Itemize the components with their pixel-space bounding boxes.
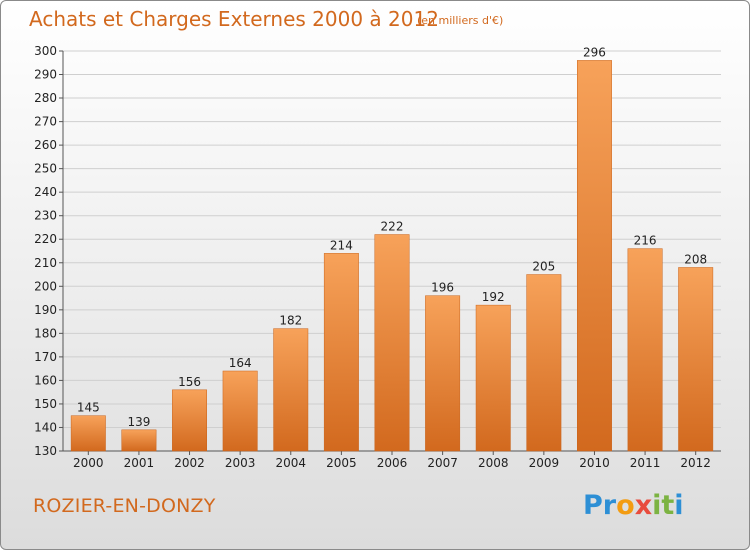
y-tick-label: 200 bbox=[34, 279, 57, 293]
bar-2006 bbox=[374, 234, 410, 452]
x-tick-label: 2002 bbox=[174, 456, 205, 470]
value-label: 222 bbox=[381, 220, 404, 234]
x-tick-label: 2009 bbox=[529, 456, 560, 470]
labels: 130 140 150 160 170 180 190 200 210 220 230 240 250 2… bbox=[34, 44, 711, 470]
bar-2000 bbox=[70, 415, 106, 452]
value-label: 139 bbox=[127, 415, 150, 429]
value-label: 205 bbox=[532, 260, 555, 274]
y-tick-label: 130 bbox=[34, 444, 57, 458]
y-tick-label: 190 bbox=[34, 303, 57, 317]
bar-2010 bbox=[577, 60, 612, 452]
x-tick-label: 2012 bbox=[680, 456, 711, 470]
y-tick-label: 140 bbox=[34, 420, 57, 434]
y-tick-label: 250 bbox=[34, 162, 57, 176]
x-tick-label: 2011 bbox=[630, 456, 661, 470]
bar-2007 bbox=[425, 295, 461, 452]
value-label: 296 bbox=[583, 45, 606, 59]
value-label: 208 bbox=[684, 252, 707, 266]
x-tick-label: 2006 bbox=[377, 456, 408, 470]
y-tick-label: 260 bbox=[34, 138, 57, 152]
y-tick-label: 210 bbox=[34, 256, 57, 270]
x-tick-label: 2000 bbox=[73, 456, 104, 470]
bar-2002 bbox=[172, 389, 207, 452]
bar-2008 bbox=[475, 304, 511, 452]
proxiti-logo: Proxiti bbox=[583, 490, 684, 521]
bar-2003 bbox=[222, 370, 258, 452]
logo-letter-5: t bbox=[661, 490, 675, 521]
y-tick-label: 230 bbox=[34, 209, 57, 223]
bar-2009 bbox=[526, 274, 562, 452]
y-tick-label: 300 bbox=[34, 44, 57, 58]
value-label: 196 bbox=[431, 281, 454, 295]
y-tick-label: 220 bbox=[34, 232, 57, 246]
y-tick-label: 150 bbox=[34, 397, 57, 411]
bars bbox=[70, 60, 714, 452]
x-tick-label: 2010 bbox=[579, 456, 610, 470]
y-tick-label: 160 bbox=[34, 373, 57, 387]
x-tick-label: 2003 bbox=[225, 456, 256, 470]
logo-letter-6: i bbox=[674, 490, 684, 521]
chart-title: Achats et Charges Externes 2000 à 2012 bbox=[29, 7, 439, 31]
chart-unit: (en milliers d'€) bbox=[417, 14, 504, 27]
value-label: 182 bbox=[279, 314, 302, 328]
logo-letter-3: x bbox=[634, 490, 653, 521]
x-tick-label: 2005 bbox=[326, 456, 357, 470]
value-label: 192 bbox=[482, 290, 505, 304]
y-tick-label: 280 bbox=[34, 91, 57, 105]
bar-2004 bbox=[273, 328, 309, 452]
y-tick-label: 180 bbox=[34, 326, 57, 340]
y-tick-label: 290 bbox=[34, 68, 57, 82]
value-label: 216 bbox=[634, 234, 657, 248]
logo-letter-1: r bbox=[602, 490, 617, 521]
value-label: 156 bbox=[178, 375, 201, 389]
logo-letter-4: i bbox=[652, 490, 662, 521]
logo-letter-0: P bbox=[583, 490, 603, 521]
x-tick-label: 2004 bbox=[275, 456, 306, 470]
logo-letter-2: o bbox=[616, 490, 635, 521]
y-tick-label: 170 bbox=[34, 350, 57, 364]
y-tick-label: 270 bbox=[34, 115, 57, 129]
value-label: 164 bbox=[229, 356, 252, 370]
value-label: 145 bbox=[77, 401, 100, 415]
bar-2005 bbox=[323, 253, 359, 452]
commune-name: ROZIER-EN-DONZY bbox=[33, 495, 216, 517]
bar-2011 bbox=[627, 248, 663, 452]
x-tick-label: 2008 bbox=[478, 456, 509, 470]
x-tick-label: 2007 bbox=[427, 456, 458, 470]
value-label: 214 bbox=[330, 238, 353, 252]
bar-2001 bbox=[121, 429, 157, 452]
x-tick-label: 2001 bbox=[124, 456, 155, 470]
bar-2012 bbox=[678, 267, 714, 452]
y-tick-label: 240 bbox=[34, 185, 57, 199]
